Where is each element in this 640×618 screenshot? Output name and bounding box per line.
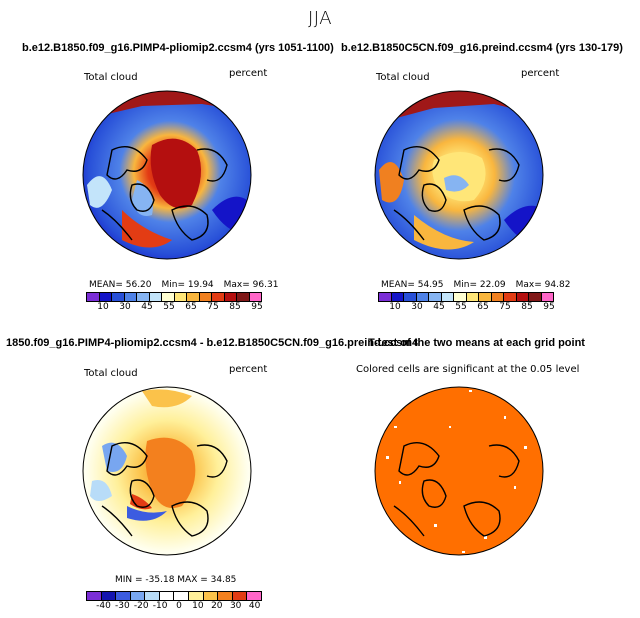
colorbar-tick-label: 65 [185, 302, 197, 312]
colorbar-swatch [491, 293, 504, 301]
panel-2-min: Min= 22.09 [453, 280, 506, 290]
colorbar-swatch [124, 293, 137, 301]
colorbar-tick-label: 75 [499, 302, 511, 312]
colorbar-tick-label: -40 [96, 601, 111, 611]
colorbar-swatch [237, 293, 250, 301]
panel-2-polar-map [374, 90, 544, 260]
panel-2-stats: MEAN= 54.95 Min= 22.09 Max= 94.82 [381, 280, 580, 290]
panel-1-colorbar-swatches [86, 292, 262, 302]
colorbar-tick-label: 10 [192, 601, 204, 611]
colorbar-swatch [541, 293, 553, 301]
panel-3-units-label: percent [229, 364, 268, 375]
panel-4-polar-map [374, 386, 544, 556]
colorbar-swatch [247, 592, 261, 600]
panel-4-subtitle: Colored cells are significant at the 0.0… [356, 364, 580, 375]
colorbar-swatch [441, 293, 454, 301]
colorbar-tick-label: 95 [251, 302, 263, 312]
panel-2-colorbar-ticks: 10 30 45 55 65 75 85 95 [384, 302, 560, 312]
panel-3-colorbar-swatches [86, 591, 262, 601]
panel-3-colorbar: -40 -30 -20 -10 0 10 20 30 40 [86, 591, 262, 611]
panel-2-colorbar-swatches [378, 292, 554, 302]
colorbar-swatch [429, 293, 442, 301]
panel-3-stats: MIN = -35.18 MAX = 34.85 [115, 575, 237, 585]
panel-1-polar-map [82, 90, 252, 260]
colorbar-swatch [379, 293, 392, 301]
colorbar-tick-label: 95 [543, 302, 555, 312]
colorbar-swatch [87, 592, 102, 600]
colorbar-swatch [101, 592, 117, 600]
panel-2-mean: MEAN= 54.95 [381, 280, 444, 290]
colorbar-tick-label: 45 [141, 302, 153, 312]
colorbar-tick-label: 55 [163, 302, 175, 312]
colorbar-tick-label: 65 [477, 302, 489, 312]
colorbar-tick-label: 45 [433, 302, 445, 312]
panel-1-units-label: percent [229, 68, 268, 79]
colorbar-swatch [212, 293, 225, 301]
colorbar-tick-label: 20 [211, 601, 223, 611]
colorbar-swatch [466, 293, 479, 301]
colorbar-swatch [203, 592, 219, 600]
colorbar-swatch [149, 293, 162, 301]
colorbar-tick-label: 40 [248, 601, 261, 611]
colorbar-swatch [87, 293, 100, 301]
colorbar-tick-label: 30 [411, 302, 423, 312]
colorbar-swatch [218, 592, 233, 600]
colorbar-swatch [199, 293, 212, 301]
colorbar-swatch [391, 293, 404, 301]
colorbar-swatch [189, 592, 204, 600]
panel-2-title: b.e12.B1850C5CN.f09_g16.preind.ccsm4 (yr… [341, 42, 623, 54]
colorbar-swatch [116, 592, 131, 600]
colorbar-swatch [454, 293, 467, 301]
colorbar-swatch [137, 293, 150, 301]
colorbar-swatch [159, 592, 175, 600]
colorbar-tick-label: -30 [114, 601, 130, 611]
colorbar-swatch [404, 293, 417, 301]
colorbar-swatch [232, 592, 248, 600]
colorbar-swatch [162, 293, 175, 301]
colorbar-swatch [130, 592, 146, 600]
colorbar-swatch [529, 293, 542, 301]
colorbar-tick-label: 10 [389, 302, 401, 312]
colorbar-tick-label: 30 [229, 601, 242, 611]
panel-1-colorbar: 10 30 45 55 65 75 85 95 [86, 292, 263, 312]
colorbar-tick-label: 10 [97, 302, 109, 312]
panel-1-variable-label: Total cloud [84, 72, 138, 83]
colorbar-swatch [174, 592, 190, 600]
colorbar-swatch [99, 293, 112, 301]
panel-1-stats: MEAN= 56.20 Min= 19.94 Max= 96.31 [89, 280, 288, 290]
colorbar-swatch [187, 293, 200, 301]
panel-1-min: Min= 19.94 [161, 280, 214, 290]
panel-2-units-label: percent [521, 68, 560, 79]
colorbar-swatch [112, 293, 125, 301]
colorbar-tick-label: -20 [133, 601, 149, 611]
colorbar-swatch [174, 293, 187, 301]
panel-3-polar-map [82, 386, 252, 556]
colorbar-tick-label: 55 [455, 302, 467, 312]
colorbar-tick-label: 30 [119, 302, 131, 312]
colorbar-swatch [479, 293, 492, 301]
panel-2-max: Max= 94.82 [515, 280, 571, 290]
panel-4-title: T-test of the two means at each grid poi… [368, 337, 585, 349]
colorbar-tick-label: 85 [229, 302, 241, 312]
colorbar-swatch [516, 293, 529, 301]
panel-2-colorbar: 10 30 45 55 65 75 85 95 [378, 292, 555, 312]
colorbar-swatch [504, 293, 517, 301]
panel-1-title: b.e12.B1850.f09_g16.PIMP4-pliomip2.ccsm4… [22, 42, 334, 54]
page-title: JJA [307, 8, 333, 29]
panel-1-colorbar-ticks: 10 30 45 55 65 75 85 95 [92, 302, 268, 312]
colorbar-tick-label: 85 [521, 302, 533, 312]
colorbar-tick-label: -10 [152, 601, 168, 611]
panel-1-max: Max= 96.31 [223, 280, 279, 290]
colorbar-swatch [224, 293, 237, 301]
panel-1-mean: MEAN= 56.20 [89, 280, 152, 290]
panel-3-title: 1850.f09_g16.PIMP4-pliomip2.ccsm4 - b.e1… [6, 337, 419, 349]
panel-3-colorbar-ticks: -40 -30 -20 -10 0 10 20 30 40 [94, 601, 264, 611]
panel-3-variable-label: Total cloud [84, 368, 138, 379]
colorbar-tick-label: 75 [207, 302, 219, 312]
panel-2-variable-label: Total cloud [376, 72, 430, 83]
colorbar-swatch [249, 293, 261, 301]
colorbar-swatch [416, 293, 429, 301]
colorbar-swatch [145, 592, 160, 600]
colorbar-tick-label: 0 [176, 601, 182, 611]
